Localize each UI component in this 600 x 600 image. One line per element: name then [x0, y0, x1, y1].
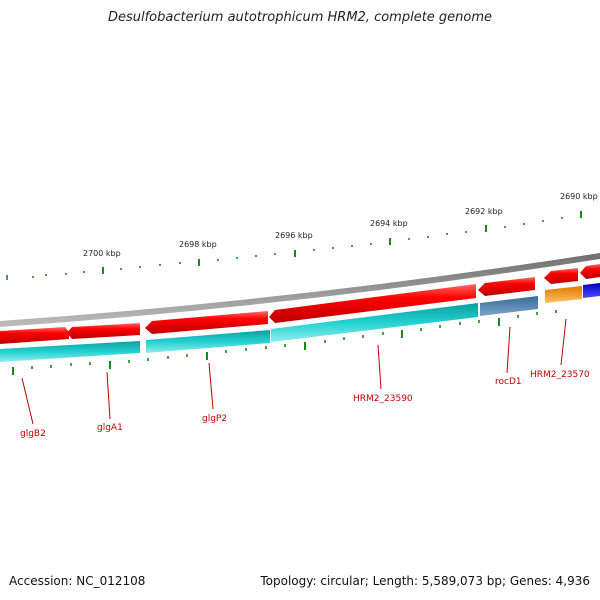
- gene-HRM2_23590: [271, 303, 478, 342]
- scale-minor-ticks: [6, 217, 563, 280]
- gene-HRM2_23570: [545, 286, 582, 303]
- accession-label: Accession: NC_012108: [9, 574, 146, 588]
- gene-forward-7: [580, 264, 600, 279]
- inner-scale-minor-ticks: [31, 310, 557, 369]
- forward-strand-genes: [0, 264, 600, 344]
- gene-label-glgP2[interactable]: glgP2: [202, 414, 227, 424]
- gene-rocD1: [480, 296, 538, 316]
- genome-backbone: [0, 253, 600, 327]
- gene-glgA1-glgP2: [146, 330, 270, 353]
- scale-major-ticks: [102, 211, 582, 274]
- scale-label-2690: 2690 kbp: [560, 192, 598, 201]
- gene-label-HRM2_23570[interactable]: HRM2_23570: [530, 370, 590, 380]
- scale-label-2700: 2700 kbp: [83, 249, 121, 258]
- gene-label-rocD1[interactable]: rocD1: [495, 377, 522, 387]
- map-title: Desulfobacterium autotrophicum HRM2, com…: [107, 10, 493, 25]
- gene-label-glgA1[interactable]: glgA1: [97, 423, 123, 433]
- inner-scale-major-ticks: [12, 318, 500, 375]
- gene-forward-2: [67, 323, 140, 339]
- scale-label-2694: 2694 kbp: [370, 219, 408, 228]
- gene-reverse-blue: [583, 283, 600, 298]
- gene-forward-1: [0, 327, 69, 344]
- reverse-strand-genes: [0, 283, 600, 362]
- genome-stats-label: Topology: circular; Length: 5,589,073 bp…: [260, 574, 590, 588]
- gene-label-HRM2_23590[interactable]: HRM2_23590: [353, 394, 413, 404]
- gene-forward-6: [544, 268, 578, 284]
- gene-forward-3: [145, 311, 268, 334]
- scale-label-2692: 2692 kbp: [465, 207, 503, 216]
- gene-glgB2: [0, 341, 140, 362]
- gene-forward-5: [478, 277, 535, 296]
- scale-label-2698: 2698 kbp: [179, 240, 217, 249]
- gene-label-glgB2[interactable]: glgB2: [20, 429, 46, 439]
- scale-label-2696: 2696 kbp: [275, 231, 313, 240]
- gene-leader-lines: [21, 318, 567, 425]
- gene-forward-4: [269, 284, 476, 323]
